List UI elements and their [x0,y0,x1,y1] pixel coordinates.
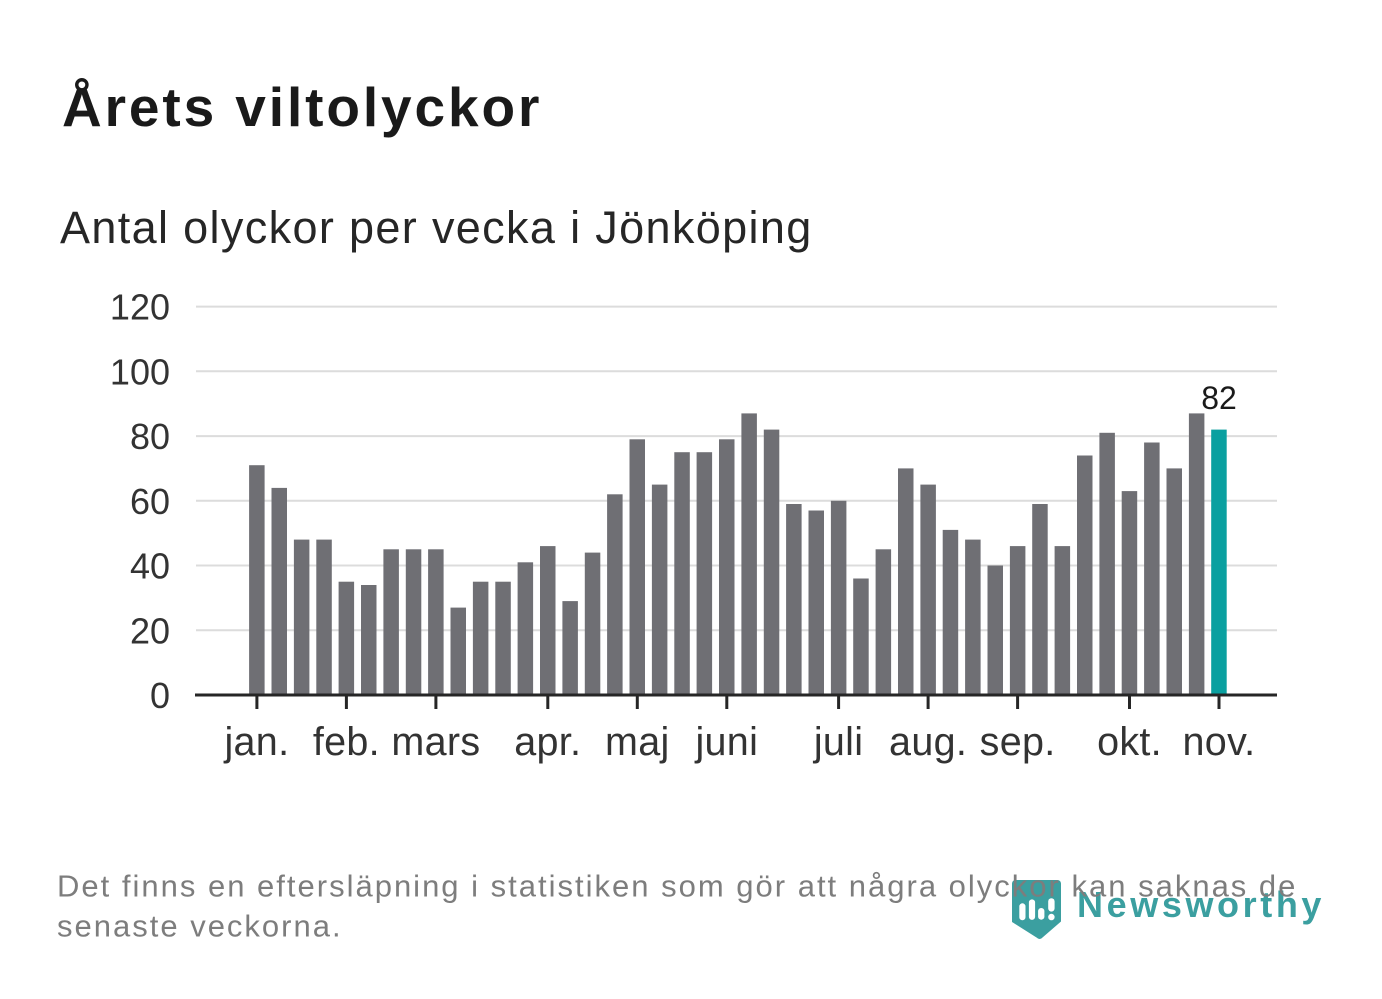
svg-text:40: 40 [130,546,170,587]
svg-text:Det finns en eftersläpning i s: Det finns en eftersläpning i statistiken… [57,869,1297,904]
svg-text:80: 80 [130,416,170,457]
svg-text:juli: juli [813,720,864,764]
svg-text:nov.: nov. [1183,720,1256,764]
svg-text:120: 120 [110,287,170,328]
svg-text:senaste veckorna.: senaste veckorna. [57,909,343,944]
svg-text:sep.: sep. [980,720,1056,764]
svg-text:mars: mars [391,720,480,764]
svg-text:okt.: okt. [1097,720,1162,764]
svg-text:20: 20 [130,610,170,651]
svg-text:Newsworthy: Newsworthy [1077,884,1325,925]
svg-text:maj: maj [605,720,670,764]
svg-text:60: 60 [130,481,170,522]
svg-text:apr.: apr. [514,720,581,764]
svg-text:0: 0 [150,675,170,716]
svg-text:juni: juni [694,720,758,764]
svg-text:feb.: feb. [313,720,380,764]
svg-text:100: 100 [110,351,170,392]
svg-text:82: 82 [1201,380,1237,416]
svg-text:aug.: aug. [889,720,967,764]
svg-text:jan.: jan. [223,720,289,764]
svg-text:Årets viltolyckor: Årets viltolyckor [62,76,542,138]
svg-text:Antal olyckor per vecka i Jönk: Antal olyckor per vecka i Jönköping [60,202,813,253]
